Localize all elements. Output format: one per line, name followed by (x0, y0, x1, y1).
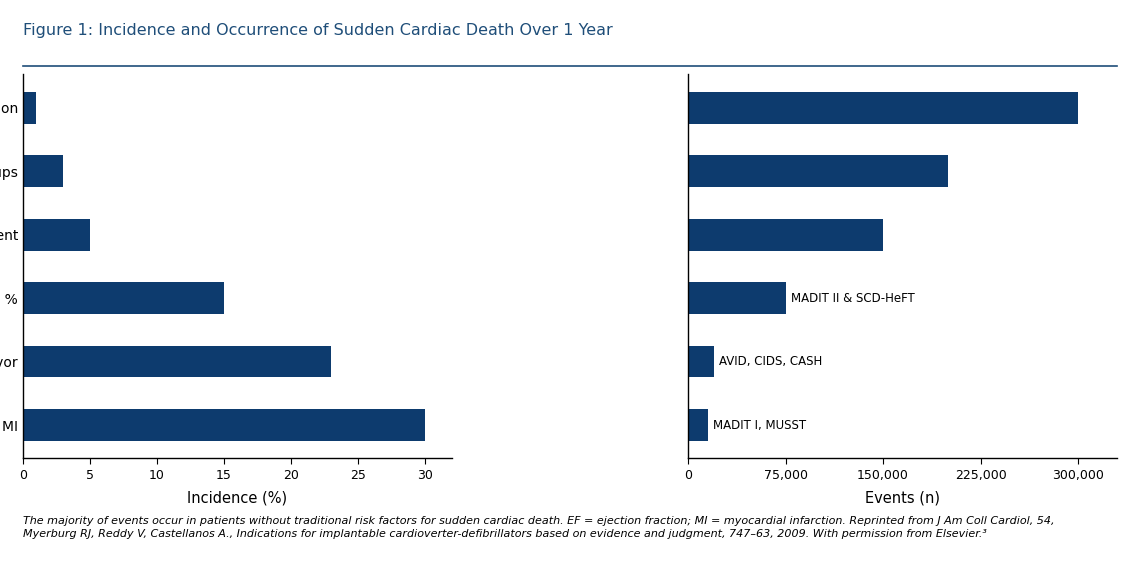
Bar (23, 219, 90, 250)
Bar (689, 155, 948, 187)
Bar (23, 282, 223, 314)
Bar (689, 219, 884, 250)
Text: AVID, CIDS, CASH: AVID, CIDS, CASH (719, 355, 822, 368)
Bar (689, 92, 1078, 124)
Text: MADIT II & SCD-HeFT: MADIT II & SCD-HeFT (791, 292, 914, 305)
Bar (689, 409, 708, 441)
Text: MADIT I, MUSST: MADIT I, MUSST (712, 419, 806, 431)
Bar (689, 282, 785, 314)
Bar (23, 346, 332, 378)
Bar (23, 409, 425, 441)
X-axis label: Events (n): Events (n) (865, 490, 940, 505)
Bar (689, 346, 714, 378)
Text: Figure 1: Incidence and Occurrence of Sudden Cardiac Death Over 1 Year: Figure 1: Incidence and Occurrence of Su… (23, 23, 612, 38)
Bar (23, 92, 36, 124)
Text: The majority of events occur in patients without traditional risk factors for su: The majority of events occur in patients… (23, 516, 1054, 539)
X-axis label: Incidence (%): Incidence (%) (187, 490, 287, 505)
Bar (23, 155, 63, 187)
